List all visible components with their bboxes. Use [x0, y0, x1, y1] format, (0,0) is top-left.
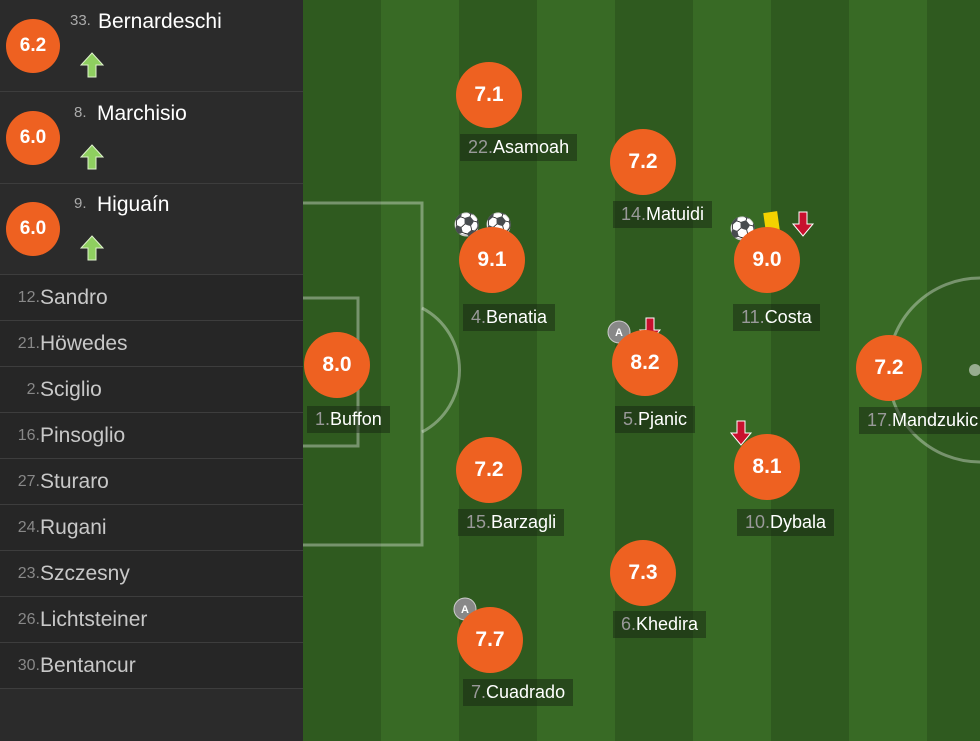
player-label: 15.Barzagli — [458, 509, 565, 536]
rating: 6.0 — [6, 110, 60, 165]
rating: 8.1 — [734, 434, 800, 500]
player-name: Sturaro — [40, 470, 109, 493]
player-name: Benatia — [486, 307, 548, 327]
player-number: 17. — [867, 410, 893, 430]
player-name: Mandzukic — [892, 410, 979, 430]
player-name: Pjanic — [638, 409, 688, 429]
bench-row: 16. Pinsoglio — [0, 413, 303, 459]
player-number: 8. — [74, 103, 87, 121]
sub-on-icon — [80, 52, 104, 78]
player-name: Barzagli — [491, 512, 557, 532]
player-name: Buffon — [330, 409, 382, 429]
player-number: 7. — [471, 682, 487, 702]
player-name: Dybala — [770, 512, 827, 532]
player-number: 15. — [466, 512, 492, 532]
bench-row: 12. Sandro — [0, 275, 303, 321]
player-label: 4.Benatia — [463, 304, 556, 331]
substitute-row: 6.0 9. Higuaín — [0, 183, 303, 275]
player-number: 11. — [741, 307, 765, 327]
rating: 8.2 — [612, 330, 678, 396]
rating: 7.1 — [456, 62, 522, 128]
player-name: Matuidi — [646, 204, 705, 224]
rating: 7.2 — [610, 129, 676, 195]
player-label: 14.Matuidi — [613, 201, 713, 228]
sub-on-icon — [80, 143, 104, 169]
bench-row: 2. Sciglio — [0, 367, 303, 413]
player-name: Higuaín — [97, 193, 170, 216]
player-label: 17.Mandzukic — [859, 407, 980, 434]
substitute-row: 6.2 33. Bernardeschi — [0, 0, 303, 92]
pitch: ⚽ ⚽ ⚽ A A 7.1 22.Asamoah 7.2 14.Matuidi 9.1 4… — [303, 0, 980, 741]
player-name: Lichtsteiner — [40, 608, 148, 631]
player-number: 4. — [471, 307, 487, 327]
player-name: Costa — [764, 307, 812, 327]
bench-row: 21. Höwedes — [0, 321, 303, 367]
captain-icon: A — [615, 327, 623, 339]
player-name: Cuadrado — [486, 682, 566, 702]
player-name: Bernardeschi — [98, 10, 222, 33]
player-number: 9. — [74, 195, 87, 212]
rating: 9.1 — [459, 227, 525, 293]
player-name: Szczesny — [40, 562, 130, 585]
player-number: 21. — [17, 335, 40, 352]
bench-row: 23. Szczesny — [0, 551, 303, 597]
player-number: 1. — [315, 409, 331, 429]
player-name: Khedira — [636, 614, 699, 634]
player-label: 11.Costa — [733, 304, 820, 331]
player-name: Höwedes — [40, 332, 128, 355]
sub-off-icon — [791, 211, 815, 237]
player-number: 24. — [17, 519, 40, 536]
player-name: Marchisio — [97, 101, 187, 125]
player-number: 27. — [17, 473, 40, 490]
player-name: Rugani — [40, 516, 107, 539]
rating: 7.2 — [856, 335, 922, 401]
player-label: 7.Cuadrado — [463, 679, 574, 706]
player-number: 5. — [623, 409, 639, 429]
player-label: 22.Asamoah — [460, 134, 578, 161]
player-number: 16. — [17, 427, 40, 444]
player-name: Pinsoglio — [40, 424, 126, 447]
bench-row: 26. Lichtsteiner — [0, 597, 303, 643]
player-number: 10. — [745, 512, 771, 532]
player-label: 5.Pjanic — [615, 406, 696, 433]
player-label: 10.Dybala — [737, 509, 835, 536]
bench-row: 27. Sturaro — [0, 459, 303, 505]
rating: 6.2 — [6, 19, 60, 73]
bench-row: 30. Bentancur — [0, 643, 303, 689]
player-number: 22. — [468, 137, 494, 157]
rating: 9.0 — [734, 227, 800, 293]
player-number: 14. — [621, 204, 647, 224]
player-label: 6.Khedira — [613, 611, 707, 638]
player-number: 6. — [621, 614, 637, 634]
rating: 7.7 — [457, 607, 523, 673]
player-number: 30. — [17, 657, 40, 674]
player-number: 23. — [17, 565, 40, 582]
player-label: 1.Buffon — [307, 406, 390, 433]
player-name: Bentancur — [40, 654, 136, 677]
substitutes-panel: 6.2 33. Bernardeschi 6.0 8. Marchisio 6.0 9. Hig… — [0, 0, 303, 741]
substitute-row: 6.0 8. Marchisio — [0, 92, 303, 184]
sub-on-icon — [80, 235, 104, 261]
captain-icon: A — [461, 604, 469, 616]
player-number: 2. — [26, 381, 40, 398]
rating: 8.0 — [304, 332, 370, 398]
player-number: 33. — [70, 12, 91, 29]
player-name: Sciglio — [40, 378, 102, 401]
rating: 7.2 — [456, 437, 522, 503]
player-name: Sandro — [40, 286, 108, 309]
player-name: Asamoah — [493, 137, 570, 157]
sub-off-icon — [729, 420, 753, 446]
rating: 7.3 — [610, 540, 676, 606]
player-number: 12. — [17, 289, 40, 306]
rating: 6.0 — [6, 202, 60, 256]
player-number: 26. — [17, 611, 40, 628]
bench-row: 24. Rugani — [0, 505, 303, 551]
